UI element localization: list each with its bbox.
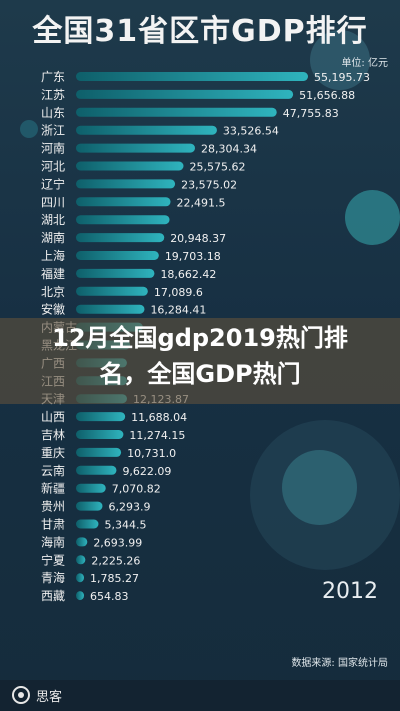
gdp-bar — [76, 519, 99, 529]
value-label: 5,344.5 — [104, 519, 146, 532]
province-label: 海南 — [41, 534, 65, 549]
value-label: 11,274.15 — [129, 429, 185, 442]
gdp-bar — [76, 268, 155, 278]
province-label: 四川 — [41, 195, 65, 209]
value-label: 51,656.88 — [299, 89, 355, 102]
value-label: 28,304.34 — [201, 143, 257, 156]
province-label: 湖北 — [41, 212, 65, 227]
gdp-bar — [76, 304, 145, 314]
province-label: 上海 — [41, 248, 65, 263]
province-label: 北京 — [41, 285, 65, 299]
gdp-bar — [76, 89, 294, 99]
gdp-bar — [76, 501, 103, 511]
gdp-bar — [76, 233, 165, 243]
chart-title: 全国31省区市GDP排行 — [32, 14, 368, 49]
value-label: 16,284.41 — [150, 304, 206, 317]
gdp-bar — [76, 537, 88, 547]
gdp-bar — [76, 591, 84, 601]
gdp-bar — [76, 573, 84, 583]
province-label: 河北 — [41, 160, 65, 174]
gdp-bar — [76, 447, 122, 457]
gdp-bar — [76, 430, 124, 439]
source-label: 数据来源: 国家统计局 — [291, 658, 388, 669]
value-label: 7,070.82 — [112, 483, 161, 496]
decor-circle — [250, 420, 400, 570]
year-label: 2012 — [322, 579, 378, 604]
province-label: 江苏 — [41, 88, 65, 102]
gdp-bar — [76, 143, 195, 153]
gdp-bar — [76, 412, 126, 422]
province-label: 安徽 — [41, 302, 65, 317]
province-label: 青海 — [41, 570, 65, 585]
value-label: 2,225.26 — [91, 554, 140, 567]
brand-logo: 思客 — [12, 684, 62, 706]
value-label: 6,293.9 — [108, 501, 150, 514]
value-label: 25,575.62 — [190, 161, 246, 174]
gdp-bar — [76, 72, 308, 81]
gdp-bar — [76, 483, 106, 493]
value-label: 2,693.99 — [93, 536, 142, 549]
value-label: 9,622.09 — [122, 465, 171, 478]
province-label: 宁夏 — [41, 552, 65, 567]
gdp-bar — [76, 215, 170, 225]
value-label: 47,755.83 — [283, 107, 339, 120]
province-label: 吉林 — [41, 428, 65, 442]
province-label: 西藏 — [41, 589, 65, 603]
value-label: 654.83 — [90, 590, 129, 603]
province-label: 山西 — [41, 410, 65, 424]
value-label: 1,785.27 — [90, 572, 139, 585]
gdp-bar — [76, 179, 176, 189]
decor-circle — [345, 190, 400, 245]
value-label: 55,195.73 — [314, 71, 370, 84]
province-label: 浙江 — [41, 124, 65, 138]
value-label: 23,575.02 — [181, 178, 237, 191]
logo-icon — [12, 686, 30, 704]
headline-overlay — [0, 318, 400, 404]
unit-label: 单位: 亿元 — [341, 58, 388, 69]
province-label: 重庆 — [41, 446, 65, 460]
province-label: 云南 — [41, 463, 65, 478]
value-label: 18,662.42 — [160, 268, 216, 281]
value-label: 22,491.5 — [177, 196, 226, 209]
value-label: 20,948.37 — [170, 232, 226, 245]
logo-text: 思客 — [36, 689, 63, 705]
decor-circle — [282, 450, 357, 525]
gdp-bar — [76, 286, 148, 296]
value-label: 33,526.54 — [223, 125, 279, 138]
value-label: 19,703.18 — [165, 250, 221, 263]
decor-circle — [310, 30, 370, 90]
province-label: 辽宁 — [41, 176, 65, 191]
gdp-bar — [76, 555, 86, 565]
value-label: 10,731.0 — [127, 447, 176, 460]
province-label: 福建 — [41, 266, 65, 281]
province-label: 湖南 — [41, 230, 65, 245]
gdp-bar — [76, 251, 159, 260]
bottom-bar — [0, 680, 400, 711]
decor-circle — [20, 120, 38, 138]
province-label: 新疆 — [41, 481, 65, 496]
gdp-bar — [76, 465, 117, 475]
gdp-bar — [76, 161, 184, 171]
province-label: 贵州 — [41, 500, 65, 514]
province-label: 广东 — [41, 70, 65, 84]
gdp-bar — [76, 107, 277, 117]
gdp-bar — [76, 197, 171, 207]
province-label: 山东 — [41, 106, 65, 120]
province-label: 甘肃 — [41, 518, 65, 532]
gdp-bar — [76, 125, 217, 135]
value-label: 11,688.04 — [131, 411, 187, 424]
province-label: 河南 — [41, 141, 65, 156]
headline-text: 12月全国gdp2019热门排名，全国GDP热门 — [52, 324, 348, 388]
value-label: 17,089.6 — [154, 286, 203, 299]
